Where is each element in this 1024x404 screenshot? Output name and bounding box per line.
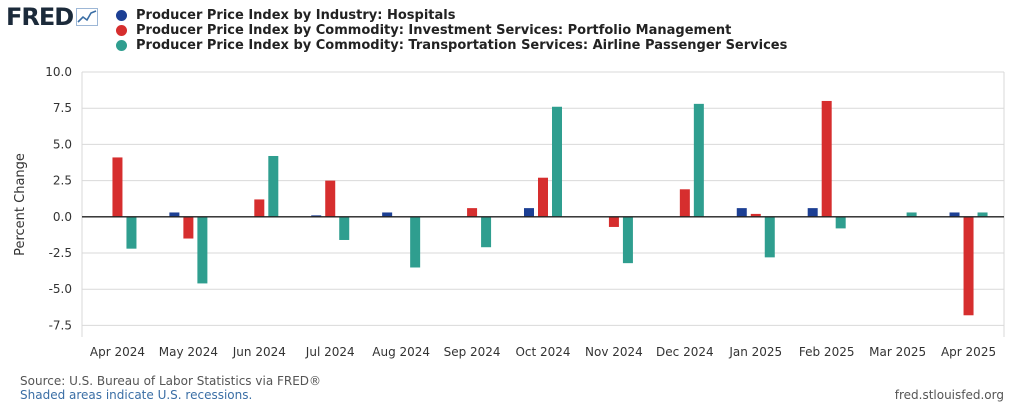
bar[interactable] xyxy=(481,216,492,248)
x-tick-label: Oct 2024 xyxy=(515,345,570,359)
legend-label: Producer Price Index by Commodity: Inves… xyxy=(136,23,732,38)
bar[interactable] xyxy=(949,212,960,217)
bar[interactable] xyxy=(906,212,917,217)
bar[interactable] xyxy=(183,216,194,239)
bars xyxy=(112,100,988,316)
bar[interactable] xyxy=(197,216,208,284)
y-tick-label: -7.5 xyxy=(49,318,72,332)
legend-marker xyxy=(116,25,127,36)
bar[interactable] xyxy=(835,216,846,229)
source-text: Source: U.S. Bureau of Labor Statistics … xyxy=(20,374,322,388)
fred-url[interactable]: fred.stlouisfed.org xyxy=(894,388,1004,402)
bar[interactable] xyxy=(126,216,137,249)
bar[interactable] xyxy=(382,212,393,217)
legend-marker xyxy=(116,10,127,21)
legend-item-portfolio-management: Producer Price Index by Commodity: Inves… xyxy=(116,23,787,38)
y-tick-label: 5.0 xyxy=(53,137,72,151)
y-axis-label: Percent Change xyxy=(13,153,28,256)
x-tick-label: May 2024 xyxy=(159,345,218,359)
bar[interactable] xyxy=(467,208,478,217)
x-tick-label: Jan 2025 xyxy=(728,345,782,359)
bar[interactable] xyxy=(977,212,988,217)
bar[interactable] xyxy=(764,216,775,258)
legend-item-hospitals: Producer Price Index by Industry: Hospit… xyxy=(116,8,787,23)
x-axis-ticks: Apr 2024 May 2024 Jun 2024 Jul 2024 Aug 2024… xyxy=(90,345,996,359)
x-tick-label: Mar 2025 xyxy=(869,345,926,359)
legend-label: Producer Price Index by Industry: Hospit… xyxy=(136,8,456,23)
bar[interactable] xyxy=(538,177,548,217)
chart-trend-icon xyxy=(76,8,99,26)
bar[interactable] xyxy=(325,180,336,217)
y-axis-ticks: 10.0 7.5 5.0 2.5 0.0 -2.5 -5.0 -7.5 xyxy=(45,65,72,332)
bar[interactable] xyxy=(821,100,832,217)
bar[interactable] xyxy=(268,155,279,217)
bar[interactable] xyxy=(807,208,818,217)
legend-item-airline-passenger-services: Producer Price Index by Commodity: Trans… xyxy=(116,38,787,53)
legend-label: Producer Price Index by Commodity: Trans… xyxy=(136,38,788,53)
x-tick-label: Dec 2024 xyxy=(656,345,714,359)
y-tick-label: -5.0 xyxy=(49,282,72,296)
bar[interactable] xyxy=(693,103,704,217)
bar[interactable] xyxy=(524,208,534,217)
legend-marker xyxy=(116,40,127,51)
bar[interactable] xyxy=(750,213,761,217)
chart-legend: Producer Price Index by Industry: Hospit… xyxy=(116,8,787,53)
bar[interactable] xyxy=(608,216,619,227)
bar[interactable] xyxy=(963,216,974,316)
footer-left: Source: U.S. Bureau of Labor Statistics … xyxy=(20,374,321,402)
bar[interactable] xyxy=(552,106,562,217)
x-tick-label: Jul 2024 xyxy=(305,345,355,359)
bar[interactable] xyxy=(622,216,633,264)
bar[interactable] xyxy=(169,212,180,217)
y-tick-label: 0.0 xyxy=(53,210,72,224)
bar[interactable] xyxy=(112,157,123,217)
x-tick-label: Aug 2024 xyxy=(372,345,430,359)
x-tick-label: Jun 2024 xyxy=(232,345,286,359)
y-tick-label: -2.5 xyxy=(49,246,72,260)
y-tick-label: 2.5 xyxy=(53,174,72,188)
x-tick-label: Sep 2024 xyxy=(444,345,501,359)
x-tick-label: Apr 2025 xyxy=(941,345,996,359)
y-tick-label: 7.5 xyxy=(53,101,72,115)
bar[interactable] xyxy=(410,216,421,268)
bar[interactable] xyxy=(254,199,265,217)
y-tick-label: 10.0 xyxy=(45,65,72,79)
x-tick-label: Nov 2024 xyxy=(585,345,643,359)
bar[interactable] xyxy=(736,208,747,217)
bar[interactable] xyxy=(339,216,350,240)
recession-note: Shaded areas indicate U.S. recessions. xyxy=(20,388,253,402)
x-tick-label: Feb 2025 xyxy=(799,345,855,359)
bar[interactable] xyxy=(311,215,322,217)
fred-logo-text: FRED xyxy=(6,3,74,31)
x-tick-label: Apr 2024 xyxy=(90,345,145,359)
bar-chart: 10.0 7.5 5.0 2.5 0.0 -2.5 -5.0 -7.5 Apr 2024 May… xyxy=(13,65,1005,359)
bar[interactable] xyxy=(679,189,690,217)
fred-logo[interactable]: FRED xyxy=(6,3,99,31)
